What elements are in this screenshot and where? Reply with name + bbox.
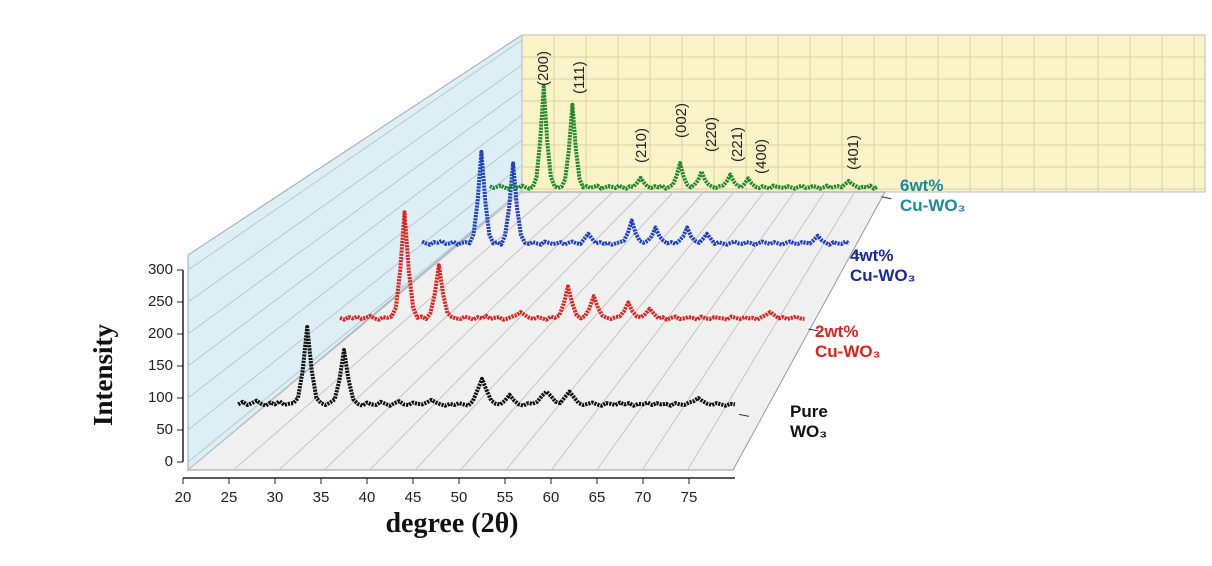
x-tick-label: 35 [313,489,330,506]
legend-label: 2wt% Cu-WO₃ [815,322,881,361]
x-tick-label: 75 [681,489,698,506]
back-wall [521,34,1206,193]
x-tick-label: 65 [589,489,606,506]
y-tick-label: 0 [165,453,173,470]
grid-line [187,191,523,471]
legend-label: 4wt% Cu-WO₃ [850,246,916,285]
legend-tick [738,413,750,417]
plot: (200) (111) (210) (002) (220) (221) (400) (401) [237,51,892,417]
grid-line [369,191,644,471]
grid-line [323,191,614,471]
y-tick-label: 100 [148,389,173,406]
series-line [339,210,805,322]
grid-line [187,89,523,335]
grid-line [550,191,765,471]
grid-line [187,189,523,463]
grid-line [233,191,553,471]
grid-line [278,191,583,471]
series-line [237,325,736,408]
grid-line [187,39,523,271]
x-tick-label: 40 [359,489,376,506]
grid-line [187,164,523,431]
grid-line [460,191,704,471]
x-tick-label: 20 [175,489,192,506]
legend-label: 6wt% Cu-WO₃ [900,176,966,215]
y-axis-title: Intensity [88,323,118,426]
peak-label: (210) [633,128,650,163]
y-tick-label: 50 [156,421,173,438]
x-tick-label: 55 [497,489,514,506]
x-tick-label: 45 [405,489,422,506]
y-tick-label: 150 [148,357,173,374]
y-tick-label: 200 [148,325,173,342]
grid-line [687,191,856,471]
grid-line [596,191,795,471]
legend-tick [853,252,864,256]
series-line [488,84,879,191]
legend-tick [881,196,892,200]
peak-label: (200) [535,51,552,86]
legend-label: Pure WO₃ [790,402,828,441]
peak-label: (400) [753,139,770,174]
x-tick-label: 30 [267,489,284,506]
grid: 0 50 100 150 200 250 300 20 25 30 35 40 45 50 55 60 65 70… [148,35,1205,506]
x-tick-label: 60 [543,489,560,506]
y-tick-label: 250 [148,293,173,310]
legend-tick [808,328,819,332]
x-tick-label: 70 [635,489,652,506]
x-tick-label: 25 [221,489,238,506]
series-line [421,149,851,247]
grid-line [187,139,523,399]
y-tick-label: 300 [148,261,173,278]
grid-line [414,191,674,471]
x-axis-title: degree (2θ) [385,508,518,539]
grid-line [187,64,523,303]
grid-line [641,191,825,471]
peak-label: (401) [845,135,862,170]
peak-label: (002) [673,103,690,138]
x-tick-label: 50 [451,489,468,506]
peak-label: (221) [729,127,746,162]
grid-line [505,191,735,471]
peak-label: (220) [703,117,720,152]
grid-line [187,114,523,367]
peak-label: (111) [571,61,588,94]
